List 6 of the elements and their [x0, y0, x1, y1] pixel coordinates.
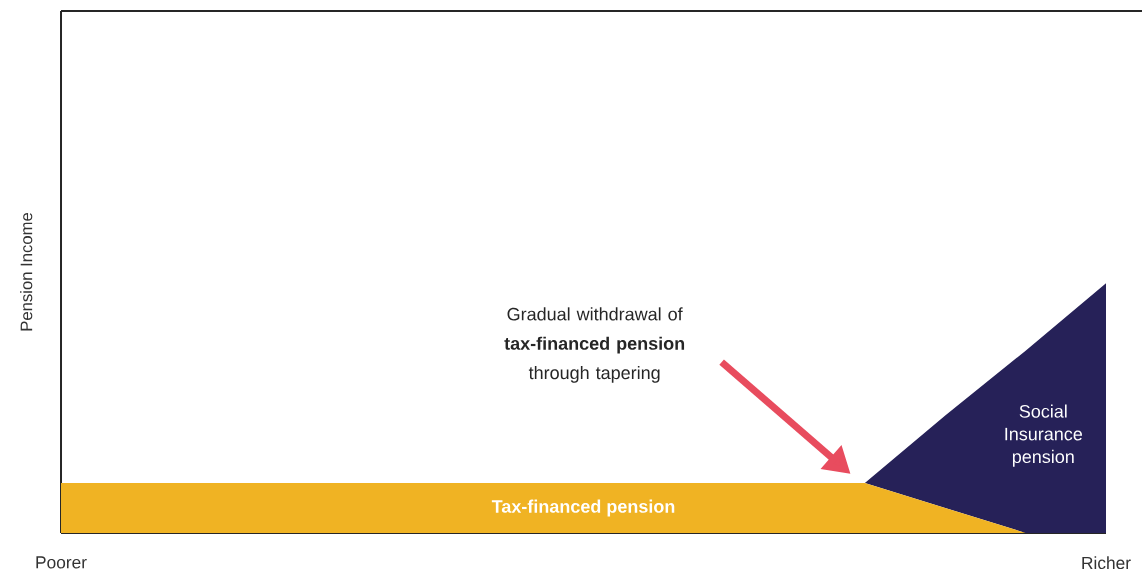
x-tick-label: Poorer	[36, 556, 87, 569]
y-axis-title: Pension Income	[20, 213, 33, 331]
annotation: Gradual withdrawal of tax-financed pension through tapering	[504, 307, 685, 383]
series-label: Tax-financed pension	[491, 499, 675, 517]
series-label: Social Insurance pension	[1005, 404, 1083, 467]
x-tick-label: Richer	[1082, 556, 1131, 570]
